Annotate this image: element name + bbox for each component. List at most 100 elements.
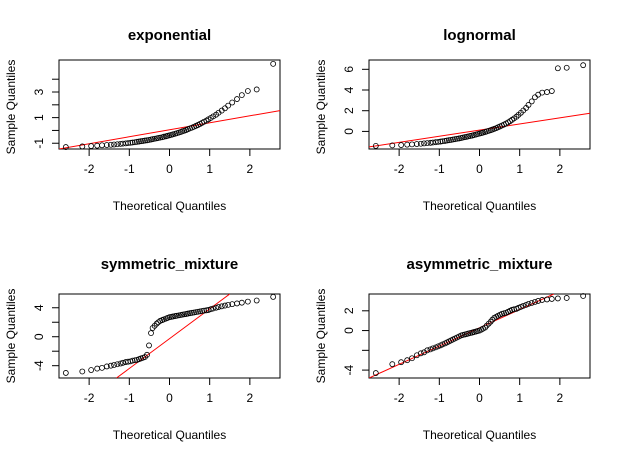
data-point: [107, 141, 114, 148]
y-tick-label: 1: [32, 114, 46, 121]
data-point: [483, 322, 490, 329]
data-point: [155, 135, 162, 141]
data-point: [520, 302, 527, 309]
data-point: [107, 362, 114, 369]
data-point: [79, 368, 86, 375]
data-point: [548, 88, 555, 94]
y-axis-label: Sample Quantiles: [4, 289, 18, 384]
data-point: [125, 140, 132, 147]
data-point: [140, 138, 146, 144]
data-point: [244, 298, 251, 305]
data-point: [179, 311, 186, 318]
data-point: [144, 351, 150, 358]
data-point: [225, 301, 232, 308]
data-point: [417, 140, 424, 147]
data-point: [197, 308, 203, 315]
data-point: [129, 139, 136, 146]
y-axis-label: Sample Quantiles: [314, 60, 328, 155]
qq-reference-line: [59, 110, 280, 149]
x-tick-label: -2: [84, 391, 95, 405]
data-point: [127, 139, 134, 146]
data-point: [117, 360, 124, 367]
y-tick-label: 0: [342, 327, 356, 334]
data-point: [160, 133, 167, 140]
panel-symmetric-mixture: symmetric_mixture -2 -1 0 1 2 -4 0 4 Theoretica…: [4, 256, 281, 442]
data-point: [187, 310, 193, 317]
data-point: [62, 370, 69, 376]
data-point: [548, 296, 555, 302]
y-tick-label: 2: [342, 107, 356, 114]
y-tick-label: -1: [32, 138, 46, 149]
data-point: [148, 330, 154, 337]
data-point: [525, 300, 532, 307]
data-point: [487, 318, 494, 325]
x-tick-label: 2: [247, 162, 254, 176]
data-point: [114, 361, 121, 368]
panel-title: lognormal: [443, 27, 516, 44]
data-point: [201, 307, 207, 314]
data-point: [421, 349, 427, 356]
data-point: [389, 142, 396, 149]
y-tick-label: 0: [32, 333, 46, 340]
x-tick-label: -1: [434, 391, 445, 405]
data-point: [144, 137, 150, 144]
data-point: [409, 355, 415, 362]
data-point: [166, 314, 173, 321]
data-point: [170, 313, 177, 320]
data-point: [111, 141, 117, 148]
panel-asymmetric-mixture: asymmetric_mixture -2 -1 0 1 2 -4 0 2 Theoretic…: [314, 256, 591, 442]
data-point: [189, 309, 195, 316]
data-point: [199, 308, 205, 314]
data-point: [88, 367, 95, 373]
data-point: [513, 113, 520, 120]
data-point: [132, 357, 138, 364]
data-point: [580, 293, 587, 299]
data-point: [389, 361, 396, 368]
y-tick-label: 2: [342, 307, 356, 314]
data-point: [372, 142, 379, 149]
y-tick-label: 4: [342, 86, 356, 93]
x-axis-label: Theoretical Quantiles: [113, 428, 226, 442]
x-tick-label: -1: [124, 391, 135, 405]
x-tick-label: 0: [166, 391, 173, 405]
data-point: [207, 306, 214, 313]
plot-area: -2 -1 0 1 2 -4 0 4: [32, 293, 281, 405]
data-point: [136, 138, 142, 145]
x-tick-label: 2: [557, 391, 564, 405]
data-point: [193, 309, 199, 316]
panel-lognormal: lognormal -2 -1 0 1 2 0 2 4 6 Theoretical Quanti…: [314, 27, 591, 213]
data-point: [134, 138, 140, 145]
data-point: [181, 311, 188, 318]
data-point: [580, 62, 587, 69]
data-point: [88, 143, 95, 149]
x-axis-label: Theoretical Quantiles: [113, 199, 226, 213]
plot-area: -2 -1 0 1 2 -4 0 2: [342, 293, 591, 405]
x-tick-label: -2: [394, 391, 405, 405]
data-point: [149, 136, 156, 143]
data-point: [238, 92, 245, 98]
data-point: [424, 347, 431, 354]
data-point: [114, 141, 121, 148]
data-point: [554, 65, 561, 72]
data-point: [372, 370, 379, 376]
x-tick-label: 1: [206, 391, 213, 405]
data-point: [238, 299, 245, 306]
data-point: [404, 357, 411, 364]
x-axis-label: Theoretical Quantiles: [423, 199, 536, 213]
x-tick-label: 2: [247, 391, 254, 405]
data-point: [398, 142, 405, 148]
data-point: [454, 135, 460, 142]
data-point: [210, 113, 217, 120]
plot-area: -2 -1 0 1 2 0 2 4 6: [342, 59, 591, 176]
data-point: [444, 137, 450, 144]
x-tick-label: 1: [516, 391, 523, 405]
data-point: [146, 342, 152, 349]
data-point: [218, 303, 225, 310]
panel-title: exponential: [128, 27, 211, 44]
data-point: [213, 304, 220, 311]
data-point: [138, 138, 144, 145]
data-point: [535, 298, 542, 304]
data-point: [175, 312, 182, 319]
data-point: [244, 88, 251, 94]
data-point: [446, 137, 452, 144]
